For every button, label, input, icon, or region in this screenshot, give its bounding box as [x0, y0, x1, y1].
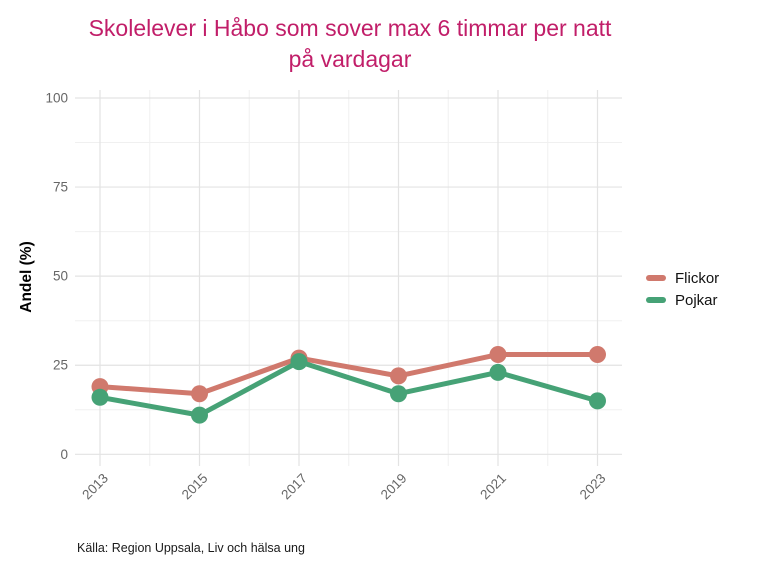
legend-label-pojkar: Pojkar [675, 291, 718, 309]
x-tick-label: 2023 [577, 471, 609, 503]
data-point-pojkar-2023 [589, 392, 606, 410]
y-tick-label: 0 [60, 447, 68, 462]
series-line-pojkar [97, 359, 600, 418]
flickor-line-swatch-icon [646, 275, 666, 281]
x-tick-label: 2013 [79, 471, 111, 503]
y-axis-title: Andel (%) [18, 241, 35, 312]
legend: Flickor Pojkar [646, 267, 719, 311]
legend-item-pojkar: Pojkar [646, 289, 719, 311]
data-point-pojkar-2021 [489, 363, 507, 381]
data-point-pojkar-2017 [290, 353, 308, 371]
data-point-pojkar-2019 [390, 385, 407, 403]
source-caption: Källa: Region Uppsala, Liv och hälsa ung [77, 541, 305, 555]
data-point-flickor-2015 [191, 385, 208, 403]
pojkar-line-swatch-icon [646, 297, 666, 303]
legend-item-flickor: Flickor [646, 267, 719, 289]
data-point-flickor-2023 [589, 346, 606, 364]
data-point-pojkar-2015 [191, 406, 208, 424]
x-tick-label: 2017 [278, 471, 310, 503]
data-point-pojkar-2013 [91, 388, 109, 406]
y-tick-label: 75 [53, 180, 68, 195]
legend-label-flickor: Flickor [675, 269, 720, 287]
x-tick-label: 2015 [179, 471, 211, 503]
data-point-flickor-2019 [390, 367, 407, 385]
series-line-flickor [97, 352, 600, 397]
chart-title-line2: på vardagar [288, 46, 412, 72]
x-tick-label: 2021 [477, 471, 509, 503]
y-tick-label: 25 [53, 358, 68, 373]
y-tick-label: 50 [53, 269, 68, 284]
x-tick-label: 2019 [378, 471, 410, 503]
chart-title-line1: Skolelever i Håbo som sover max 6 timmar… [88, 15, 612, 41]
y-tick-label: 100 [45, 91, 68, 106]
data-point-flickor-2021 [489, 346, 507, 364]
chart-title: Skolelever i Håbo som sover max 6 timmar… [0, 13, 700, 75]
